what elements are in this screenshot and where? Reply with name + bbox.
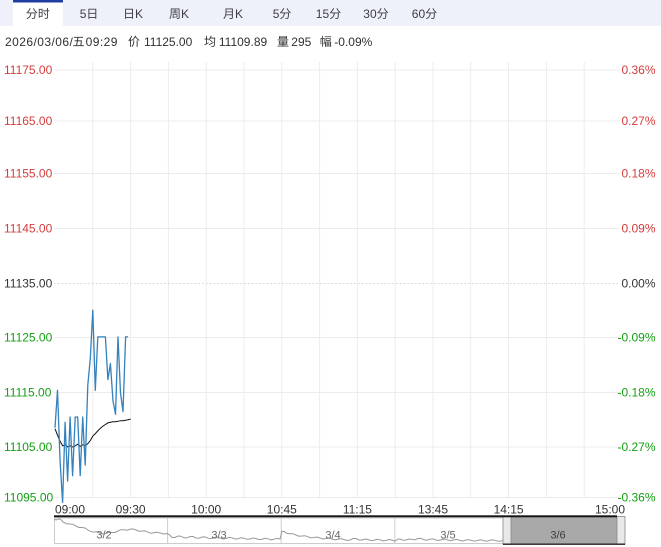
svg-text:11135.00: 11135.00 xyxy=(4,277,53,291)
svg-text:14:15: 14:15 xyxy=(494,503,524,517)
svg-text:5: 5 xyxy=(273,7,280,21)
svg-text:11165.00: 11165.00 xyxy=(4,114,53,128)
svg-text:0.36%: 0.36% xyxy=(621,63,655,77)
svg-text:15:00: 15:00 xyxy=(595,503,625,517)
svg-text:295: 295 xyxy=(291,35,311,49)
svg-text:3/2: 3/2 xyxy=(96,530,111,542)
svg-text:-0.09%: -0.09% xyxy=(617,331,655,345)
svg-text:09:29: 09:29 xyxy=(86,35,118,49)
svg-text:30: 30 xyxy=(363,7,377,21)
svg-text:3/5: 3/5 xyxy=(440,530,455,542)
svg-text:11145.00: 11145.00 xyxy=(4,222,53,236)
svg-text:11155.00: 11155.00 xyxy=(4,167,53,181)
svg-text:K: K xyxy=(135,7,143,21)
svg-text:3/6: 3/6 xyxy=(550,530,565,542)
svg-text:0.18%: 0.18% xyxy=(621,167,655,181)
svg-text:K: K xyxy=(181,7,189,21)
svg-text:0.00%: 0.00% xyxy=(621,277,655,291)
svg-text:0.27%: 0.27% xyxy=(621,114,655,128)
svg-text:10:00: 10:00 xyxy=(191,503,221,517)
svg-text:11:15: 11:15 xyxy=(343,503,372,517)
svg-text:-0.27%: -0.27% xyxy=(617,440,655,454)
svg-text:5: 5 xyxy=(80,7,87,21)
svg-text:15: 15 xyxy=(316,7,330,21)
svg-text:09:30: 09:30 xyxy=(116,503,146,517)
svg-text:10:45: 10:45 xyxy=(267,503,297,517)
svg-text:11105.00: 11105.00 xyxy=(4,440,53,454)
svg-text:3/3: 3/3 xyxy=(211,530,226,542)
svg-text:-0.36%: -0.36% xyxy=(617,491,655,505)
svg-text:2026/03/06/: 2026/03/06/ xyxy=(5,35,74,49)
svg-text:-0.09%: -0.09% xyxy=(334,35,372,49)
svg-text:0.09%: 0.09% xyxy=(621,222,655,236)
svg-text:11125.00: 11125.00 xyxy=(144,35,193,49)
svg-text:-0.18%: -0.18% xyxy=(617,386,655,400)
svg-text:11175.00: 11175.00 xyxy=(4,63,53,77)
svg-text:13:45: 13:45 xyxy=(418,503,448,517)
svg-text:11095.00: 11095.00 xyxy=(4,491,53,505)
svg-text:11109.89: 11109.89 xyxy=(219,35,268,49)
svg-text:3/4: 3/4 xyxy=(325,530,340,542)
svg-text:11115.00: 11115.00 xyxy=(4,386,52,400)
svg-text:11125.00: 11125.00 xyxy=(4,331,53,345)
svg-text:K: K xyxy=(235,7,243,21)
svg-text:60: 60 xyxy=(412,7,426,21)
svg-text:09:00: 09:00 xyxy=(55,503,85,517)
